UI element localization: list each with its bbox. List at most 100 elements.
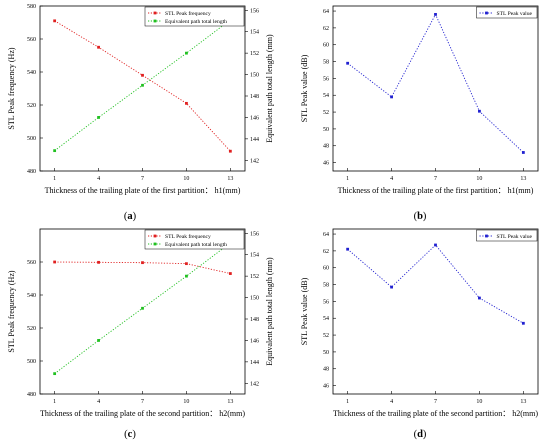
y-tick-label: 520 bbox=[27, 326, 36, 332]
y-tick-label: 56 bbox=[323, 299, 329, 305]
y-tick-label: 64 bbox=[323, 232, 329, 238]
x-tick-label: 13 bbox=[227, 399, 233, 405]
y-axis-label: STL Peak value (dB) bbox=[300, 277, 309, 345]
y-tick-label: 500 bbox=[27, 359, 36, 365]
x-tick-label: 10 bbox=[476, 399, 482, 405]
legend: STL Peak value bbox=[476, 229, 538, 242]
x-tick-label: 4 bbox=[97, 399, 100, 405]
data-point bbox=[53, 19, 57, 23]
y-tick-label: 52 bbox=[323, 110, 329, 116]
data-point bbox=[97, 45, 100, 49]
x-tick-label: 13 bbox=[520, 399, 526, 405]
data-point bbox=[141, 83, 144, 87]
chart-panel-1: 1 4 7 10 13 480 500 520 540 560 580 142 144 146 148 150… bbox=[7, 4, 274, 222]
y2-axis-label: Equivalent path total length (mm) bbox=[265, 257, 274, 366]
data-point bbox=[185, 274, 188, 278]
y2-tick-label: 156 bbox=[250, 231, 259, 237]
y-tick-label: 480 bbox=[27, 392, 36, 398]
y-tick-label: 46 bbox=[323, 384, 329, 390]
legend-entry: STL Peak value bbox=[497, 11, 533, 17]
data-point bbox=[346, 247, 350, 251]
series-line bbox=[347, 13, 524, 153]
y2-axis-label: Equivalent path total length (mm) bbox=[265, 34, 274, 143]
y2-tick-label: 146 bbox=[250, 338, 259, 344]
y-tick-label: 64 bbox=[323, 9, 329, 15]
data-point bbox=[53, 372, 57, 376]
y2-tick-label: 154 bbox=[250, 30, 259, 36]
data-point bbox=[141, 261, 144, 265]
data-point bbox=[53, 149, 57, 153]
y-tick-label: 50 bbox=[323, 127, 329, 133]
y-tick-label: 560 bbox=[27, 260, 36, 266]
y-tick-label: 60 bbox=[323, 266, 329, 272]
legend-box bbox=[476, 6, 538, 19]
x-tick-label: 1 bbox=[53, 176, 56, 182]
legend-swatch-marker bbox=[153, 234, 157, 238]
legend: STL Peak value bbox=[476, 6, 538, 19]
y-tick-label: 58 bbox=[323, 283, 329, 289]
y2-tick-label: 146 bbox=[250, 115, 259, 121]
x-tick-label: 4 bbox=[97, 176, 100, 182]
y-tick-label: 580 bbox=[27, 4, 36, 10]
x-axis-label: Thickness of the trailing plate of the f… bbox=[338, 186, 534, 195]
data-point bbox=[478, 296, 481, 300]
data-point bbox=[185, 101, 188, 105]
data-point bbox=[521, 151, 525, 154]
y2-tick-label: 150 bbox=[250, 296, 259, 302]
x-tick-label: 1 bbox=[53, 399, 56, 405]
x-tick-label: 7 bbox=[434, 176, 437, 182]
x-tick-label: 13 bbox=[520, 176, 526, 182]
x-tick-label: 7 bbox=[141, 176, 144, 182]
y2-tick-label: 148 bbox=[250, 317, 259, 323]
y-tick-label: 50 bbox=[323, 350, 329, 356]
y2-tick-label: 142 bbox=[250, 381, 259, 387]
y2-tick-label: 156 bbox=[250, 8, 259, 14]
x-tick-label: 4 bbox=[390, 176, 393, 182]
y-tick-label: 60 bbox=[323, 43, 329, 49]
data-point bbox=[97, 116, 100, 119]
chart-panel-4: 1 4 7 10 13 46 48 50 52 54 56 58 60 62 64 Thickness of … bbox=[300, 228, 539, 440]
data-point bbox=[228, 149, 232, 153]
legend-box bbox=[144, 6, 245, 27]
x-axis-label: Thickness of the trailing plate of the s… bbox=[333, 409, 538, 418]
legend-swatch-marker bbox=[153, 242, 157, 246]
y2-tick-label: 150 bbox=[250, 73, 259, 79]
legend-box bbox=[476, 229, 538, 242]
y2-tick-label: 152 bbox=[250, 51, 259, 57]
y-tick-label: 500 bbox=[27, 136, 36, 142]
y2-tick-label: 144 bbox=[250, 360, 259, 366]
x-tick-label: 10 bbox=[183, 176, 189, 182]
y-tick-label: 48 bbox=[323, 367, 329, 373]
y-tick-label: 58 bbox=[323, 60, 329, 66]
x-axis-label: Thickness of the trailing plate of the f… bbox=[45, 186, 241, 195]
legend: STL Peak frequency Equivalent path total … bbox=[144, 6, 245, 27]
legend-entry: Equivalent path total length bbox=[165, 19, 227, 25]
y-tick-label: 62 bbox=[323, 26, 329, 32]
legend: STL Peak frequency Equivalent path total … bbox=[144, 229, 245, 250]
legend-swatch-marker bbox=[153, 19, 157, 23]
y-tick-label: 480 bbox=[27, 169, 36, 175]
data-point bbox=[53, 260, 57, 264]
y-tick-label: 56 bbox=[323, 76, 329, 82]
data-point bbox=[185, 51, 188, 55]
y-tick-label: 520 bbox=[27, 103, 36, 109]
plot-frame bbox=[332, 228, 539, 395]
y-tick-label: 46 bbox=[323, 161, 329, 167]
y-tick-label: 560 bbox=[27, 37, 36, 43]
panel-label: (c) bbox=[124, 429, 136, 440]
data-point bbox=[434, 243, 437, 247]
x-axis-label: Thickness of the trailing plate of the s… bbox=[40, 409, 245, 418]
series-line bbox=[54, 20, 231, 152]
y-tick-label: 48 bbox=[323, 144, 329, 150]
y-tick-label: 52 bbox=[323, 333, 329, 339]
legend-swatch-marker bbox=[485, 11, 488, 15]
plot-frame bbox=[39, 5, 246, 172]
y-axis-label: STL Peak value (dB) bbox=[300, 54, 309, 122]
x-tick-label: 10 bbox=[183, 399, 189, 405]
x-tick-label: 10 bbox=[476, 176, 482, 182]
x-tick-label: 13 bbox=[227, 176, 233, 182]
data-point bbox=[390, 95, 393, 99]
panel-label: (b) bbox=[414, 211, 427, 222]
panel-label: (d) bbox=[414, 429, 427, 440]
